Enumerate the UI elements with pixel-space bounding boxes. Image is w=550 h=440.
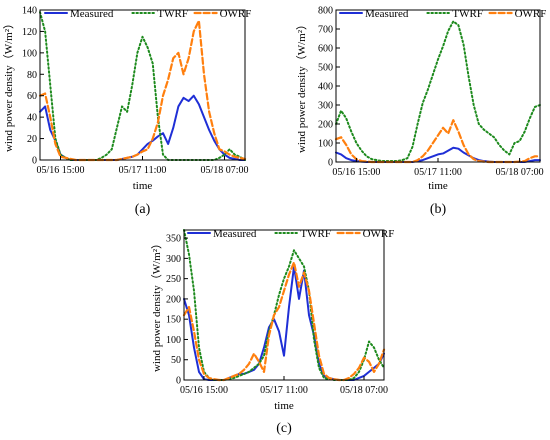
y-tick-label: 150: [166, 315, 181, 326]
series-line-twrf: [183, 229, 385, 381]
series-line-measured: [183, 265, 385, 381]
legend-label-owrf: OWRF: [220, 8, 252, 20]
x-axis-title: time: [274, 400, 294, 412]
y-tick-label: 60: [27, 91, 37, 102]
x-tick-label: 05/18 07:00: [200, 165, 248, 176]
y-tick-label: 800: [318, 6, 333, 17]
panel-label: (a): [135, 202, 151, 217]
y-tick-label: 50: [171, 355, 181, 366]
y-axis-title: wind power density（W/m²）: [295, 19, 308, 153]
panel-label: (b): [430, 202, 447, 217]
y-tick-label: 500: [318, 63, 333, 74]
y-tick-label: 0: [328, 158, 333, 169]
y-tick-label: 40: [27, 113, 37, 124]
y-tick-label: 80: [27, 70, 37, 81]
y-tick-label: 400: [318, 82, 333, 93]
y-tick-label: 200: [166, 294, 181, 305]
y-tick-label: 100: [166, 335, 181, 346]
x-axis-title: time: [428, 180, 448, 192]
y-tick-label: 100: [22, 48, 37, 59]
y-tick-label: 120: [22, 27, 37, 38]
plot-frame: [335, 9, 541, 163]
legend-label-twrf: TWRF: [157, 8, 188, 20]
y-tick-label: 300: [318, 101, 333, 112]
series-line-twrf: [335, 20, 541, 163]
plot-frame: [183, 229, 385, 381]
x-tick-label: 05/17 11:00: [414, 167, 462, 178]
legend-label-twrf: TWRF: [300, 228, 331, 240]
x-tick-label: 05/17 11:00: [119, 165, 167, 176]
y-tick-label: 0: [32, 156, 37, 167]
y-tick-label: 200: [318, 120, 333, 131]
y-tick-label: 0: [176, 376, 181, 387]
x-tick-label: 05/18 07:00: [340, 385, 388, 396]
x-tick-label: 05/16 15:00: [36, 165, 84, 176]
chart-panel-1: 0 20 40 60 80 100 120 140 05/16 15:00 05/17 11:00…: [2, 6, 251, 218]
y-tick-label: 140: [22, 6, 37, 17]
x-axis-title: time: [133, 180, 153, 192]
panel-label: (c): [276, 421, 292, 436]
plot-frame: [39, 9, 246, 161]
y-tick-label: 350: [166, 234, 181, 245]
chart-panel-3: 0 50 100 150 200 250 300 350 05/16 15:00 05/17 11…: [150, 228, 394, 436]
x-tick-label: 05/17 11:00: [260, 385, 308, 396]
series-line-owrf: [334, 119, 542, 164]
y-tick-label: 300: [166, 254, 181, 265]
y-tick-label: 20: [27, 134, 37, 145]
legend-label-measured: Measured: [365, 8, 409, 20]
legend-label-twrf: TWRF: [452, 8, 483, 20]
y-tick-label: 600: [318, 44, 333, 55]
y-tick-label: 700: [318, 25, 333, 36]
x-tick-label: 05/16 15:00: [332, 167, 380, 178]
y-tick-label: 100: [318, 139, 333, 150]
y-tick-label: 250: [166, 274, 181, 285]
x-tick-label: 05/18 07:00: [496, 167, 544, 178]
series-line-twrf: [39, 11, 246, 161]
y-axis-title: wind power density（W/m²）: [150, 238, 163, 372]
legend-label-owrf: OWRF: [363, 228, 395, 240]
y-axis-title: wind power density（W/m²）: [2, 18, 15, 152]
x-tick-label: 05/16 15:00: [180, 385, 228, 396]
chart-panel-2: 0 100 200 300 400 500 600 700 800 05/16 15:00 05/1…: [295, 6, 546, 218]
legend-label-measured: Measured: [70, 8, 114, 20]
legend-label-owrf: OWRF: [515, 8, 547, 20]
legend-label-measured: Measured: [213, 228, 257, 240]
